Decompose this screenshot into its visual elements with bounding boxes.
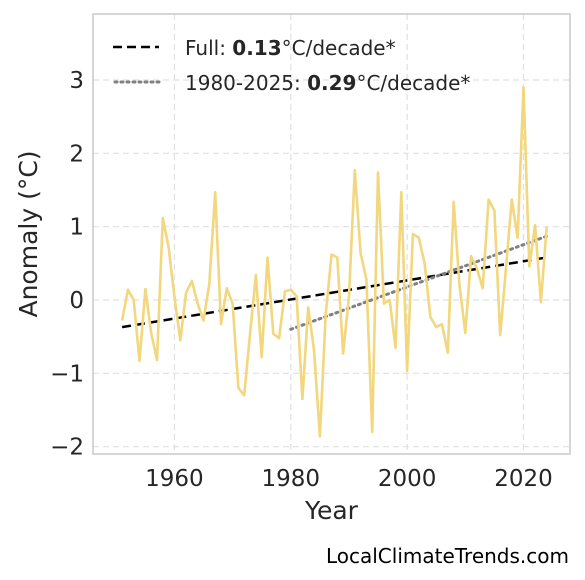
y-tick-label: 1 [69,215,84,241]
y-tick-label: 2 [69,141,84,167]
x-axis-title: Year [304,496,359,525]
y-tick-labels: −2 −1 0 1 2 3 [50,68,84,461]
y-tick-label: −2 [50,435,84,461]
series-line-0 [120,86,548,438]
x-tick-labels: 1960 1980 2000 2020 [145,466,553,492]
x-tick-label: 2000 [378,466,437,492]
y-tick-label: −1 [50,361,84,387]
x-tick-label: 1960 [145,466,204,492]
x-tick-label: 2020 [494,466,553,492]
legend: Full: 0.13°C/decade* 1980-2025: 0.29°C/d… [113,36,470,95]
y-tick-label: 3 [69,68,84,94]
trend-line-recent [289,234,549,331]
legend-label-recent: 1980-2025: 0.29°C/decade* [185,71,470,95]
x-tick-label: 1980 [262,466,321,492]
plot-frame [92,13,571,455]
y-axis-title: Anomaly (°C) [14,150,43,317]
watermark: LocalClimateTrends.com [325,544,569,568]
y-tick-label: 0 [69,288,84,314]
legend-label-full: Full: 0.13°C/decade* [185,36,396,60]
series-lines [120,86,548,438]
